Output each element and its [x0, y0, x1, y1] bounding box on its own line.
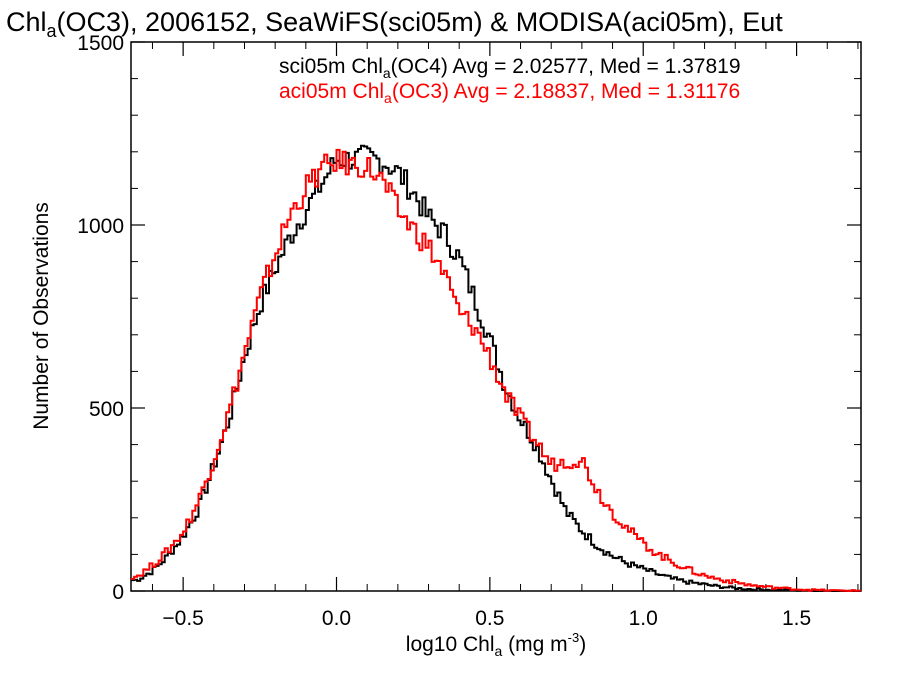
y-tick-label: 1000 [77, 215, 124, 238]
legend-entry-sci05m: sci05m Chla(OC4) Avg = 2.02577, Med = 1.… [279, 55, 741, 81]
legend-entry-aci05m-suffix: (OC3) Avg = 2.18837, Med = 1.31176 [392, 80, 740, 103]
chart-title-prefix: Chl [6, 7, 47, 37]
legend-entry-aci05m-prefix: aci05m Chl [279, 80, 384, 103]
x-axis-label-prefix: log10 Chl [406, 633, 495, 656]
legend-entry-sci05m-sub: a [383, 65, 391, 81]
x-axis-label-sup: -3 [568, 630, 580, 645]
x-tick-label: −0.5 [162, 607, 203, 630]
chart-title-sub: a [47, 21, 58, 41]
chart-title: Chla(OC3), 2006152, SeaWiFS(sci05m) & MO… [6, 7, 783, 41]
legend-entry-aci05m: aci05m Chla(OC3) Avg = 2.18837, Med = 1.… [279, 80, 740, 106]
x-axis-label-suffix: ) [579, 633, 586, 656]
x-tick-label: 0.5 [475, 607, 504, 630]
chart-title-rest: (OC3), 2006152, SeaWiFS(sci05m) & MODISA… [57, 7, 784, 37]
x-tick-label: 0.0 [322, 607, 351, 630]
x-axis-label: log10 Chla (mg m-3) [406, 630, 586, 659]
legend-entry-aci05m-sub: a [384, 90, 392, 106]
axis-ticks [131, 41, 861, 592]
y-tick-label: 500 [89, 398, 124, 421]
plot-frame [130, 41, 862, 592]
series-aci05m-line [131, 148, 861, 592]
series-group [131, 144, 861, 592]
x-tick-label: 1.0 [629, 607, 658, 630]
legend-entry-sci05m-suffix: (OC4) Avg = 2.02577, Med = 1.37819 [391, 55, 741, 78]
y-tick-label: 0 [112, 581, 124, 604]
y-axis-label: Number of Observations [30, 202, 53, 430]
legend: sci05m Chla(OC4) Avg = 2.02577, Med = 1.… [279, 55, 741, 106]
y-tick-label: 1500 [77, 32, 124, 55]
x-tick-label: 1.5 [782, 607, 811, 630]
x-axis-label-middle: (mg m [502, 633, 567, 656]
legend-entry-sci05m-prefix: sci05m Chl [279, 55, 383, 78]
axis-tick-labels: −0.5 0.0 0.5 1.0 1.5 0 500 1000 1500 [77, 32, 811, 630]
x-axis-label-sub: a [495, 643, 503, 659]
